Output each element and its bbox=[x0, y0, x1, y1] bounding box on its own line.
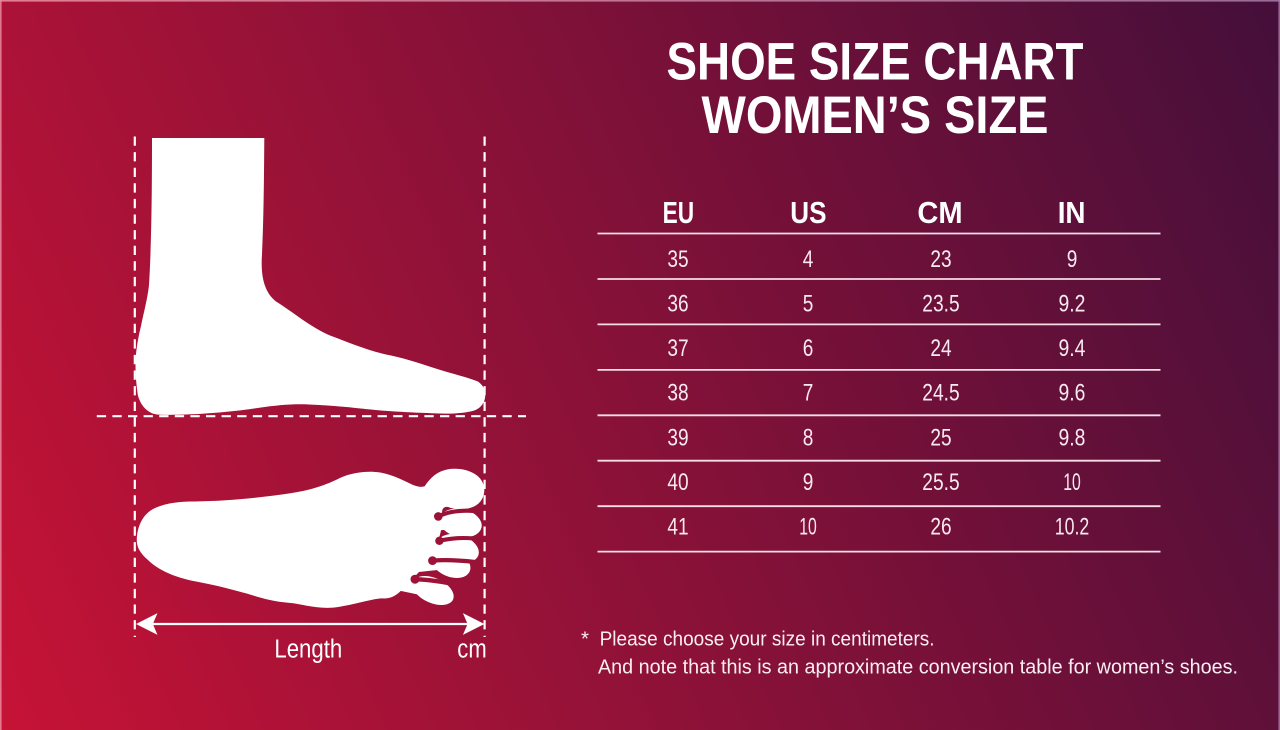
svg-text:23: 23 bbox=[930, 246, 951, 273]
svg-text:IN: IN bbox=[1058, 196, 1086, 230]
svg-text:37: 37 bbox=[667, 335, 688, 362]
svg-text:9.2: 9.2 bbox=[1059, 291, 1086, 318]
svg-text:4: 4 bbox=[803, 246, 814, 273]
svg-text:6: 6 bbox=[803, 335, 814, 362]
svg-text:SHOE SIZE CHART: SHOE SIZE CHART bbox=[667, 33, 1084, 92]
svg-text:5: 5 bbox=[803, 291, 814, 318]
svg-text:9.4: 9.4 bbox=[1059, 335, 1086, 362]
svg-text:9: 9 bbox=[1067, 246, 1078, 273]
svg-text:*: * bbox=[581, 627, 589, 650]
svg-text:US: US bbox=[790, 196, 826, 230]
svg-text:9.8: 9.8 bbox=[1059, 424, 1086, 451]
svg-text:39: 39 bbox=[667, 424, 688, 451]
svg-text:7: 7 bbox=[803, 380, 814, 407]
svg-text:WOMEN’S SIZE: WOMEN’S SIZE bbox=[702, 86, 1049, 145]
svg-text:38: 38 bbox=[667, 380, 688, 407]
svg-text:And note that this is an appro: And note that this is an approximate con… bbox=[598, 656, 1238, 679]
svg-text:10: 10 bbox=[799, 514, 817, 541]
svg-text:25.5: 25.5 bbox=[922, 469, 959, 496]
svg-text:40: 40 bbox=[667, 469, 688, 496]
svg-text:9: 9 bbox=[803, 469, 814, 496]
svg-text:CM: CM bbox=[917, 196, 962, 230]
svg-text:41: 41 bbox=[667, 514, 688, 541]
svg-text:35: 35 bbox=[667, 246, 688, 273]
svg-text:36: 36 bbox=[667, 291, 688, 318]
svg-text:24: 24 bbox=[930, 335, 951, 362]
svg-text:cm: cm bbox=[457, 634, 486, 664]
svg-text:9.6: 9.6 bbox=[1059, 380, 1086, 407]
svg-text:24.5: 24.5 bbox=[922, 380, 959, 407]
svg-text:Length: Length bbox=[274, 634, 342, 664]
svg-text:Please choose your size in cen: Please choose your size in centimeters. bbox=[600, 627, 935, 650]
svg-text:26: 26 bbox=[930, 514, 951, 541]
svg-text:25: 25 bbox=[930, 424, 951, 451]
svg-text:EU: EU bbox=[663, 196, 695, 230]
svg-text:23.5: 23.5 bbox=[922, 291, 959, 318]
svg-text:10: 10 bbox=[1063, 469, 1081, 496]
svg-text:10.2: 10.2 bbox=[1055, 514, 1090, 541]
svg-text:8: 8 bbox=[803, 424, 814, 451]
